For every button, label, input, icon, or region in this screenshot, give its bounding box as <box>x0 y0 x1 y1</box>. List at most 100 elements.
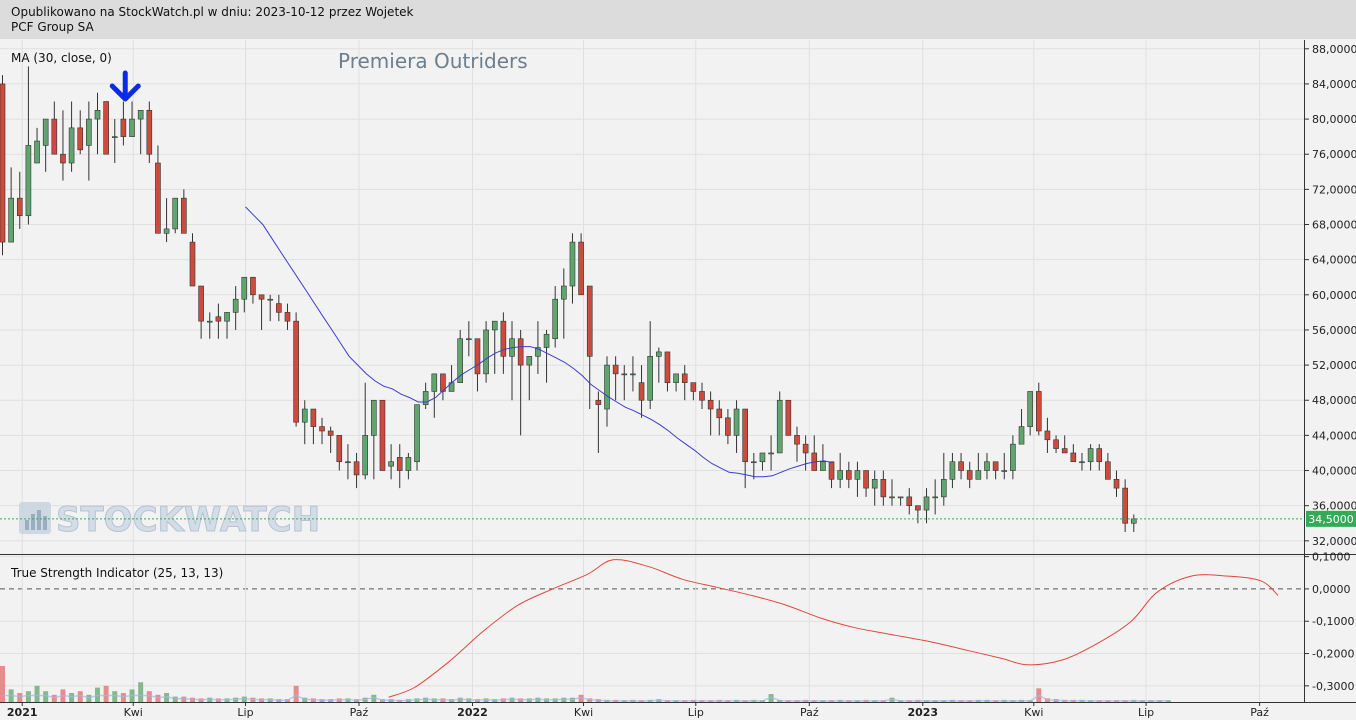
candle-body <box>517 338 524 366</box>
candle <box>664 351 671 392</box>
candle-body <box>1130 518 1137 524</box>
candle <box>258 294 265 330</box>
candle <box>759 452 766 471</box>
candle <box>1105 452 1111 480</box>
tsi-y-tick-label: -0,1000 <box>1312 615 1354 628</box>
y-tick-label: 48,0000 <box>1312 394 1356 407</box>
candle <box>483 321 489 383</box>
candle-body <box>647 356 653 401</box>
candle-body <box>776 399 783 454</box>
candle-body <box>958 461 964 471</box>
x-tick-label: Kwi <box>1024 706 1043 719</box>
x-tick-label: Lip <box>1138 706 1154 719</box>
candle-body <box>543 334 550 348</box>
candle <box>820 444 826 471</box>
candle-body <box>1027 391 1033 427</box>
watermark-text: STOCKWATCH <box>56 500 320 540</box>
candle-body <box>802 443 809 454</box>
candle-body <box>362 435 369 476</box>
y-tick-label: 32,0000 <box>1312 535 1356 548</box>
volume-bar <box>164 693 170 702</box>
volume-bar <box>1165 700 1171 702</box>
candle <box>137 109 144 155</box>
volume-bar <box>103 685 109 702</box>
candle-body <box>284 312 291 322</box>
y-tick-label: 40,0000 <box>1312 465 1356 478</box>
candle <box>535 321 541 374</box>
candle <box>846 461 852 489</box>
volume-average-line <box>2 694 1169 702</box>
tsi-y-tick-label: 0,1000 <box>1312 551 1351 564</box>
candle-body <box>77 127 84 151</box>
candle <box>163 198 170 243</box>
candle <box>975 452 982 480</box>
candle-body <box>34 140 40 164</box>
candle-body <box>759 452 766 463</box>
candle-body <box>854 470 861 480</box>
candle-body <box>414 404 420 463</box>
candle <box>863 470 869 497</box>
candle-body <box>42 118 49 146</box>
candle <box>362 382 369 480</box>
candle-body <box>51 118 58 155</box>
y-tick-label: 64,0000 <box>1312 254 1356 267</box>
candle <box>526 356 533 401</box>
candle-body <box>681 373 688 383</box>
volume-bar <box>293 685 299 702</box>
candle-body <box>422 391 429 405</box>
candle <box>215 303 222 339</box>
candle-body <box>111 136 118 138</box>
candle <box>768 435 774 471</box>
published-line: Opublikowano na StockWatch.pl w dniu: 20… <box>11 5 414 19</box>
candle-body <box>1061 448 1068 454</box>
candle <box>206 312 213 339</box>
volume-bars <box>0 666 1171 702</box>
candle-body <box>1010 443 1016 471</box>
candle <box>267 294 274 322</box>
x-tick-label: Paź <box>1250 706 1269 719</box>
ma-indicator-label: MA (30, close, 0) <box>11 51 112 65</box>
candle <box>172 197 179 234</box>
candle-body <box>785 399 792 436</box>
candle-body <box>146 109 153 155</box>
candle <box>371 399 377 480</box>
candle-body <box>431 373 438 392</box>
candle-body <box>578 241 584 296</box>
candle-body <box>699 391 705 401</box>
volume-bar <box>112 691 118 702</box>
volume-bar <box>69 693 75 702</box>
candle <box>232 286 239 330</box>
candle-body <box>742 408 748 463</box>
candle-body <box>604 364 610 410</box>
candle-body <box>276 303 282 313</box>
candle <box>16 171 23 229</box>
y-tick-label: 68,0000 <box>1312 219 1356 232</box>
candle <box>94 92 101 155</box>
candle-body <box>241 276 248 300</box>
candle-body <box>1018 426 1025 445</box>
tsi-y-tick-label: 0,0000 <box>1312 583 1351 596</box>
candle <box>984 452 990 480</box>
lower-grid <box>0 555 1304 702</box>
candle <box>794 426 800 462</box>
candle <box>396 444 403 489</box>
candle <box>785 399 792 436</box>
candle-body <box>1053 439 1059 449</box>
candle-body <box>966 470 973 480</box>
candle <box>1113 470 1120 497</box>
candle <box>604 356 610 427</box>
candle <box>889 479 895 506</box>
candle <box>751 452 757 480</box>
candle-body <box>1122 487 1128 524</box>
candle <box>906 488 913 515</box>
candle <box>500 312 507 374</box>
candle-body <box>94 109 101 120</box>
candle <box>0 75 6 256</box>
x-tick-label: Paź <box>800 706 819 719</box>
candle <box>68 101 75 172</box>
candle <box>1061 435 1068 454</box>
candle-body <box>915 505 921 511</box>
candle <box>699 382 705 410</box>
candle-body <box>0 83 6 243</box>
